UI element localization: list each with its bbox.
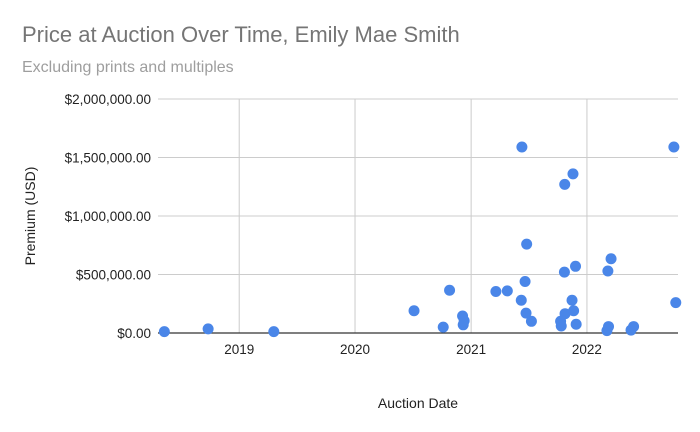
chart-title: Price at Auction Over Time, Emily Mae Sm… xyxy=(22,22,460,47)
data-point xyxy=(559,178,571,190)
y-tick-label: $1,500,000.00 xyxy=(65,151,151,166)
data-point xyxy=(501,285,513,297)
data-point xyxy=(408,305,420,317)
y-axis-label: Premium (USD) xyxy=(22,167,38,266)
data-point xyxy=(605,253,617,265)
data-point xyxy=(603,321,615,333)
x-tick-label: 2021 xyxy=(456,342,486,357)
data-point xyxy=(521,238,533,250)
data-point xyxy=(668,141,680,153)
data-point xyxy=(570,260,582,272)
data-point xyxy=(567,168,579,180)
data-point xyxy=(525,315,537,327)
data-point xyxy=(444,284,456,296)
data-point xyxy=(566,294,578,306)
x-tick-label: 2022 xyxy=(572,342,602,357)
data-point xyxy=(515,294,527,306)
data-point xyxy=(519,276,531,288)
x-tick-label: 2020 xyxy=(340,342,370,357)
data-points xyxy=(158,141,682,338)
y-tick-label: $0.00 xyxy=(117,326,151,341)
plot-grid xyxy=(158,98,678,333)
data-point xyxy=(520,307,532,319)
data-point xyxy=(602,265,614,277)
data-point xyxy=(670,297,682,309)
data-point xyxy=(202,323,214,335)
data-point xyxy=(458,315,470,327)
data-point xyxy=(268,326,280,338)
y-tick-label: $500,000.00 xyxy=(76,268,151,283)
data-point xyxy=(516,141,528,153)
data-point xyxy=(628,321,640,333)
data-point xyxy=(568,305,580,317)
data-point xyxy=(555,320,567,332)
data-point xyxy=(570,318,582,330)
axis-tick-labels: $0.00 $500,000.00 $1,000,000.00 $1,500,000.… xyxy=(65,92,602,357)
chart-subtitle: Excluding prints and multiples xyxy=(22,59,234,76)
data-point xyxy=(158,326,170,338)
y-tick-label: $1,000,000.00 xyxy=(65,209,151,224)
data-point xyxy=(558,266,570,278)
data-point xyxy=(437,321,449,333)
x-tick-label: 2019 xyxy=(224,342,254,357)
data-point xyxy=(490,285,502,297)
data-point xyxy=(559,308,571,320)
x-axis-label: Auction Date xyxy=(378,395,458,411)
y-tick-label: $2,000,000.00 xyxy=(65,92,151,107)
